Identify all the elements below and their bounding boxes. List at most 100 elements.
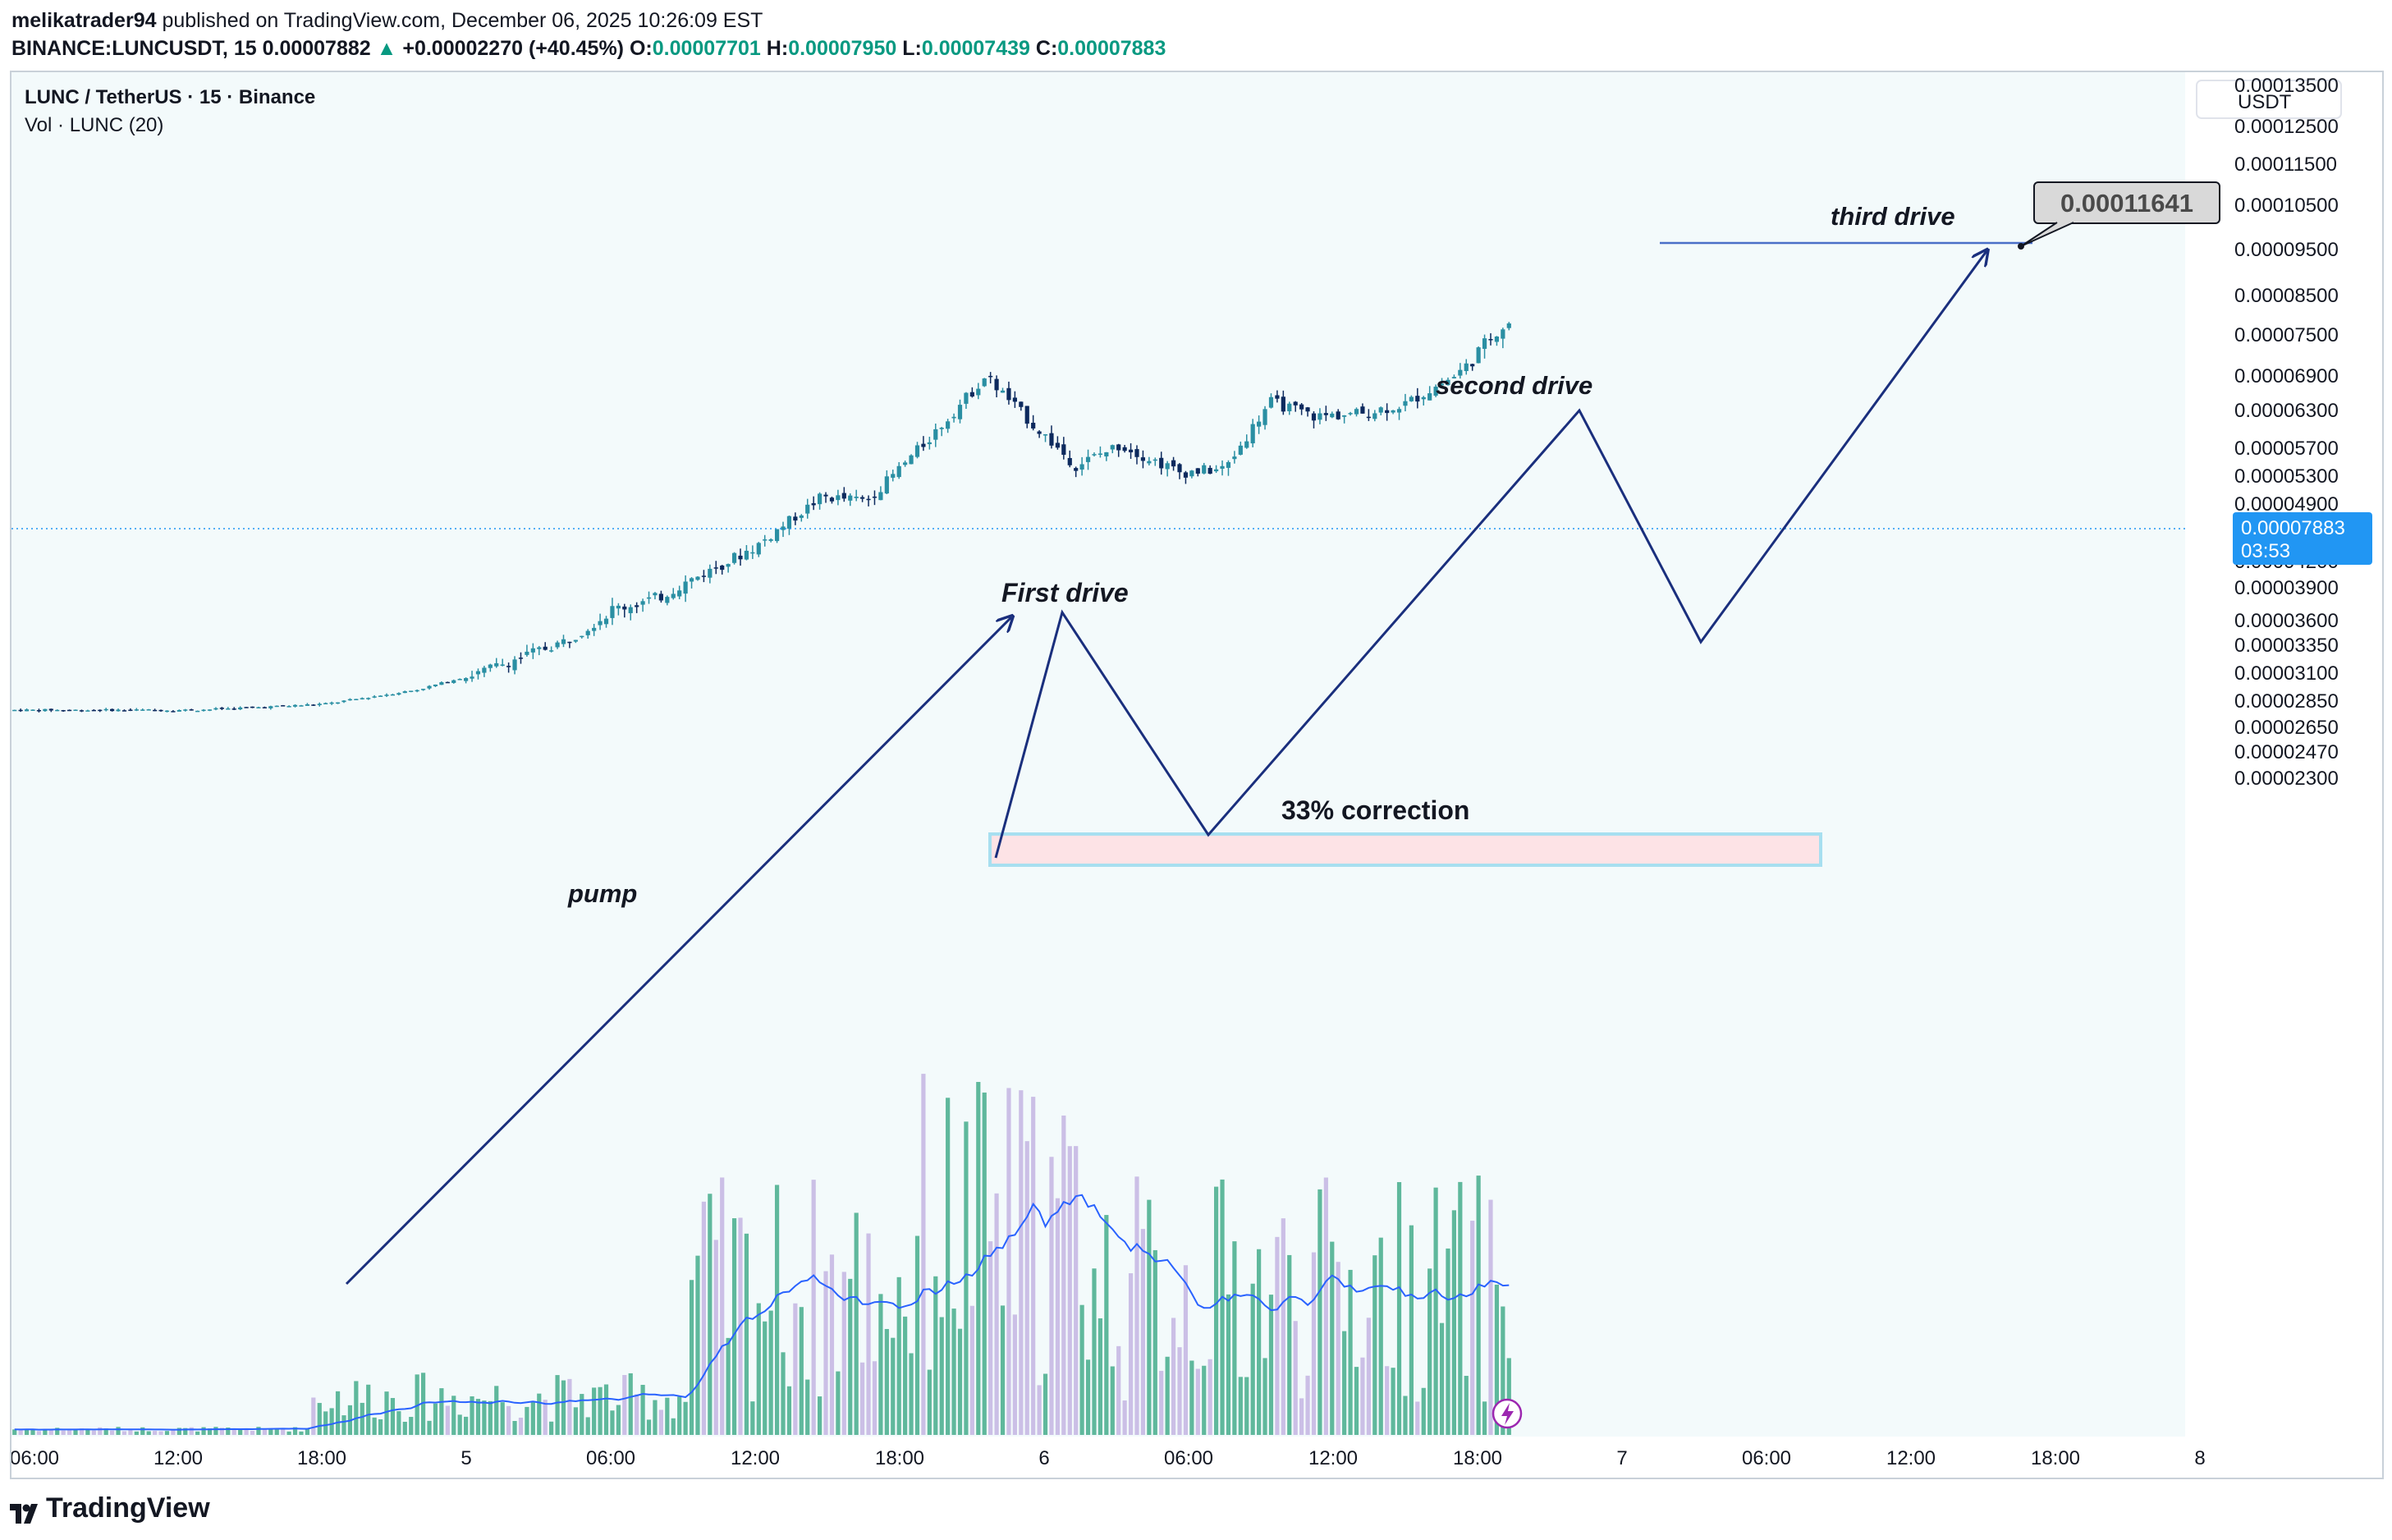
time-tick-label: 12:00 xyxy=(731,1447,780,1469)
candle xyxy=(525,651,529,655)
high-value: 0.00007950 xyxy=(788,37,897,60)
candle xyxy=(768,539,773,541)
third-drive-label: third drive xyxy=(1831,202,1955,231)
volume-bar xyxy=(378,1419,383,1435)
target-price-callout[interactable]: 0.00011641 xyxy=(2018,181,2220,250)
lightning-icon[interactable] xyxy=(1492,1398,1523,1429)
author-name[interactable]: melikatrader94 xyxy=(11,9,157,32)
candle xyxy=(695,576,700,580)
publish-info: published on TradingView.com, December 0… xyxy=(162,9,763,32)
candle xyxy=(1451,377,1457,378)
footer-brand[interactable]: TradingView xyxy=(10,1492,210,1524)
candle xyxy=(1476,347,1481,364)
price-tick-label: 0.00003600 xyxy=(2234,610,2339,632)
open-label: O: xyxy=(629,37,653,60)
volume-bar xyxy=(1464,1376,1469,1435)
volume-bar xyxy=(969,1305,974,1435)
volume-bar xyxy=(750,1401,755,1435)
candle xyxy=(1061,444,1066,456)
volume-bar xyxy=(354,1381,359,1435)
volume-bar xyxy=(525,1406,529,1435)
price-tick-label: 0.00005700 xyxy=(2234,438,2339,460)
volume-bar xyxy=(286,1431,291,1435)
candle xyxy=(506,666,511,667)
volume-bar xyxy=(909,1353,914,1435)
candle xyxy=(305,704,309,706)
candle xyxy=(488,664,493,668)
price-tick-label: 0.00011500 xyxy=(2234,154,2337,176)
volume-bar xyxy=(153,1431,158,1435)
volume-bar xyxy=(1378,1237,1383,1435)
volume-bar xyxy=(1220,1179,1225,1435)
candle xyxy=(1074,468,1079,471)
time-tick-label: 18:00 xyxy=(875,1447,924,1469)
brand-name: TradingView xyxy=(46,1492,210,1524)
candle xyxy=(146,709,151,711)
volume-bar xyxy=(982,1092,987,1435)
candle xyxy=(1000,390,1006,393)
candle xyxy=(1464,363,1469,371)
volume-bar xyxy=(1061,1115,1066,1435)
countdown-value: 03:53 xyxy=(2241,540,2290,562)
volume-bar xyxy=(268,1428,273,1435)
candle xyxy=(66,709,72,712)
candle xyxy=(262,707,267,708)
volume-bar xyxy=(1342,1331,1347,1435)
candle xyxy=(1415,396,1420,402)
volume-bar xyxy=(1226,1294,1231,1435)
candle xyxy=(1330,413,1335,418)
time-tick-label: 6 xyxy=(1038,1447,1049,1469)
publish-line: melikatrader94 published on TradingView.… xyxy=(11,7,1166,34)
candle xyxy=(354,699,359,700)
candle xyxy=(1183,472,1189,478)
candle xyxy=(464,678,469,681)
candle xyxy=(378,695,383,697)
volume-bar xyxy=(1421,1387,1426,1435)
candle xyxy=(781,526,786,530)
volume-bar xyxy=(805,1379,810,1435)
currency-button[interactable] xyxy=(2196,80,2342,119)
volume-bar xyxy=(1494,1284,1500,1435)
candle xyxy=(207,709,213,711)
correction-zone[interactable] xyxy=(988,832,1822,867)
time-tick-label: 06:00 xyxy=(1164,1447,1213,1469)
price-axis[interactable]: USDT 0.00013500 0.00012500 0.00011500 0.000… xyxy=(2196,75,2372,790)
candle xyxy=(713,567,718,569)
price-chart[interactable]: LUNC / TetherUS · 15 · Binance Vol · LUN… xyxy=(11,72,2382,1478)
volume-bar xyxy=(665,1397,670,1435)
candle xyxy=(1012,397,1017,402)
volume-bar xyxy=(1427,1268,1432,1435)
pump-arrow[interactable] xyxy=(345,617,1011,1286)
volume-bar xyxy=(61,1430,66,1435)
time-tick-label: 8 xyxy=(2194,1447,2205,1469)
candle xyxy=(1482,338,1487,349)
time-axis[interactable]: 06:00 12:00 18:00 5 06:00 12:00 18:00 6 06:00 12:… xyxy=(11,1447,2206,1469)
tradingview-logo-icon xyxy=(10,1499,38,1524)
volume-bar xyxy=(30,1429,35,1435)
volume-bar xyxy=(451,1396,456,1435)
candle xyxy=(854,497,859,498)
candle xyxy=(85,710,90,712)
candle xyxy=(384,694,389,696)
candle xyxy=(1031,422,1036,429)
price-tick-label: 0.00010500 xyxy=(2234,195,2339,217)
candle xyxy=(1494,336,1500,342)
candle xyxy=(585,630,590,635)
volume-bar xyxy=(1330,1241,1335,1435)
volume-bar xyxy=(305,1428,309,1435)
price-tick-label: 0.00005300 xyxy=(2234,465,2339,488)
candle xyxy=(530,648,535,653)
volume-bar xyxy=(1006,1088,1011,1435)
volume-bar xyxy=(1177,1347,1182,1435)
projection-path[interactable] xyxy=(994,251,1986,859)
volume-bar xyxy=(183,1428,188,1435)
candle xyxy=(250,706,255,708)
volume-bar xyxy=(1019,1090,1024,1435)
volume-bar xyxy=(299,1431,304,1435)
volume-bar xyxy=(420,1373,426,1435)
chart-header: melikatrader94 published on TradingView.… xyxy=(11,7,1166,62)
volume-bar xyxy=(598,1386,603,1435)
price-tick-label: 0.00007500 xyxy=(2234,324,2339,346)
volume-bar xyxy=(933,1276,938,1435)
candle xyxy=(543,646,548,650)
